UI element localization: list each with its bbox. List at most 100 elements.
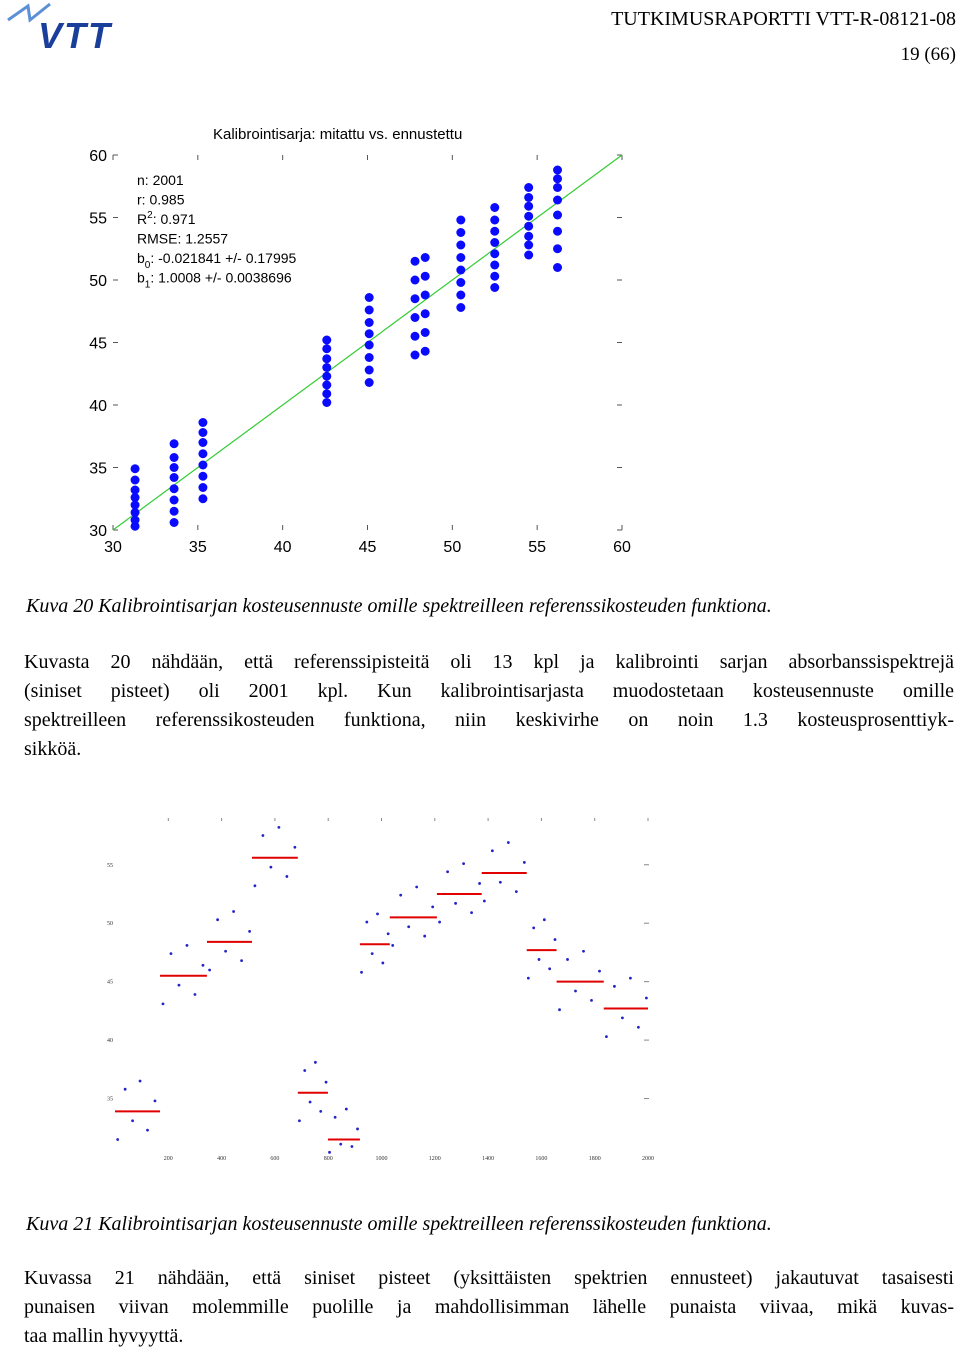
point: [198, 418, 208, 427]
point: [582, 949, 585, 953]
point: [553, 183, 563, 192]
x-tick-label: 1800: [589, 1156, 601, 1162]
point: [629, 976, 632, 980]
point: [410, 350, 420, 360]
point: [526, 976, 530, 980]
point: [130, 493, 140, 502]
logo: VTT: [38, 15, 113, 56]
point: [177, 983, 181, 987]
x-tick-label: 30: [104, 539, 122, 556]
point: [553, 174, 563, 184]
point: [456, 278, 466, 287]
point: [169, 506, 179, 516]
point: [490, 849, 494, 853]
point: [553, 210, 563, 220]
point: [410, 313, 420, 322]
point: [169, 439, 179, 449]
point: [482, 899, 486, 903]
point: [153, 1099, 157, 1103]
point: [198, 494, 208, 504]
point: [524, 231, 534, 241]
point: [146, 1128, 149, 1132]
point: [285, 875, 289, 878]
point: [364, 329, 374, 339]
point: [322, 344, 332, 354]
point: [637, 1025, 640, 1029]
point: [420, 290, 430, 300]
point: [410, 256, 420, 266]
x-tick-label: 1000: [376, 1156, 388, 1162]
point: [456, 240, 466, 250]
point: [169, 463, 179, 472]
point: [365, 920, 369, 924]
point: [391, 944, 395, 947]
y-tick-label: 30: [89, 523, 107, 540]
point: [524, 240, 534, 250]
y-tick-label: 60: [89, 148, 107, 165]
point: [386, 932, 390, 936]
stat: R2: 0.971: [137, 210, 196, 227]
chart-title: Kalibrointisarja: mitattu vs. ennustettu: [213, 126, 462, 143]
point: [423, 934, 427, 938]
point: [490, 226, 500, 236]
point: [574, 989, 577, 993]
stat: r: 0.985: [137, 192, 185, 208]
point: [364, 365, 374, 375]
point: [356, 1127, 359, 1131]
point: [420, 309, 430, 319]
point: [131, 1119, 134, 1123]
point: [277, 825, 281, 829]
point: [553, 165, 563, 175]
point: [456, 228, 466, 237]
point: [130, 515, 140, 525]
point: [208, 968, 212, 972]
point: [314, 1060, 317, 1064]
point: [370, 952, 374, 955]
caption: Kuva 21 Kalibrointisarjan kosteusennuste…: [26, 1213, 772, 1235]
point: [553, 226, 563, 236]
text-line: spektreilleen referenssikosteuden funkti…: [24, 709, 954, 731]
stat-text: r: 0.985: [137, 192, 185, 208]
x-tick-label: 40: [274, 539, 292, 556]
point: [322, 389, 332, 399]
y-tick-label: 35: [107, 1097, 113, 1103]
point: [333, 1115, 337, 1119]
x-tick-label: 800: [324, 1156, 333, 1162]
x-tick-label: 2000: [642, 1156, 654, 1162]
point: [407, 925, 411, 929]
point: [490, 271, 500, 281]
point: [590, 998, 593, 1002]
point: [498, 880, 502, 884]
point: [420, 346, 430, 356]
point: [420, 271, 430, 281]
y-tick-label: 40: [107, 1038, 113, 1044]
point: [478, 882, 481, 885]
point: [339, 1142, 343, 1146]
point: [253, 884, 257, 888]
point: [553, 195, 563, 205]
point: [490, 260, 500, 270]
text-line: Kuvasta 20 nähdään, että referenssipiste…: [24, 651, 954, 673]
stat-text: : -0.021841 +/- 0.17995: [150, 250, 296, 266]
point: [553, 938, 557, 941]
point: [456, 253, 466, 262]
point: [605, 1035, 608, 1038]
point: [621, 1016, 624, 1020]
point: [130, 464, 140, 474]
stat-text: R: [137, 211, 147, 227]
point: [322, 335, 332, 345]
point: [410, 275, 420, 285]
point: [446, 870, 449, 874]
point: [232, 910, 235, 913]
stat-text: n: 2001: [137, 172, 184, 188]
x-tick-label: 55: [528, 539, 546, 556]
point: [344, 1107, 348, 1111]
point: [130, 508, 140, 517]
point: [269, 865, 273, 869]
point: [198, 483, 208, 492]
point: [456, 215, 466, 225]
point: [456, 290, 466, 300]
point: [350, 1145, 354, 1148]
text-line: sikköä.: [24, 738, 82, 760]
point: [420, 253, 430, 262]
